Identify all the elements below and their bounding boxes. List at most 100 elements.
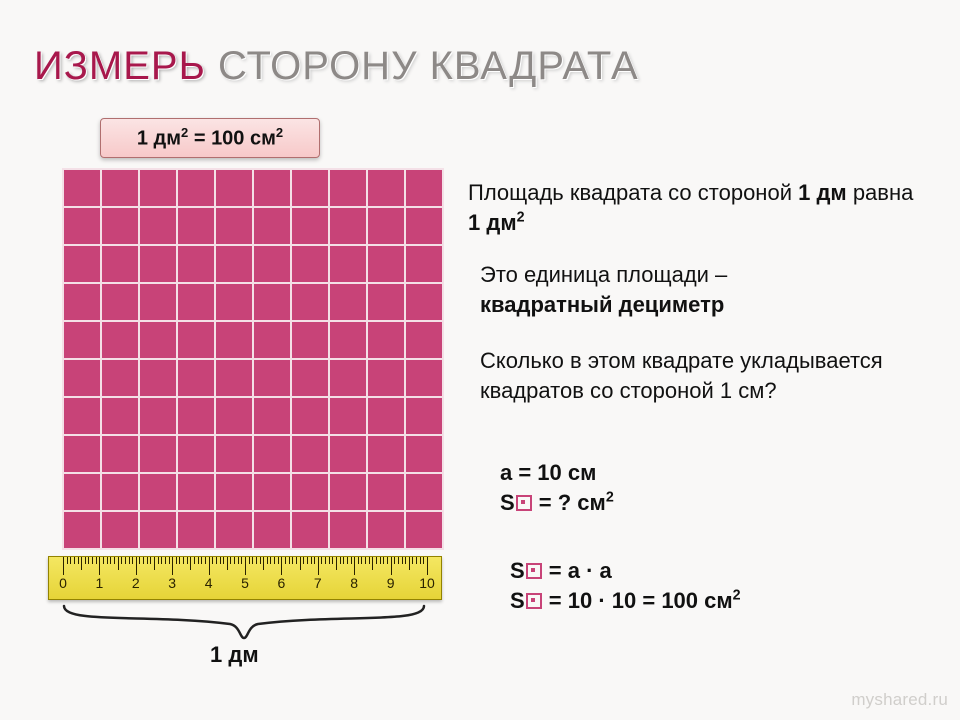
grid-cell <box>178 170 214 206</box>
ruler-tick-minor <box>161 557 162 564</box>
grid-cell <box>330 474 366 510</box>
ruler-tick-minor <box>256 557 257 564</box>
ruler-tick-minor <box>383 557 384 564</box>
grid-cell <box>102 246 138 282</box>
ruler-tick-minor <box>249 557 250 564</box>
grid-cell <box>330 436 366 472</box>
grid-cell <box>406 360 442 396</box>
grid-cell <box>178 208 214 244</box>
ruler-number: 8 <box>350 575 358 591</box>
unit-conversion-badge: 1 дм2 = 100 см2 <box>100 118 320 158</box>
grid-cell <box>330 512 366 548</box>
grid-cell <box>64 436 100 472</box>
ruler-tick-minor <box>183 557 184 564</box>
grid-cell <box>64 322 100 358</box>
ruler-tick-minor <box>416 557 417 564</box>
ruler-tick-minor <box>223 557 224 564</box>
ruler-tick-minor <box>296 557 297 564</box>
ruler-tick-minor <box>129 557 130 564</box>
grid-cell <box>64 246 100 282</box>
grid-cell <box>368 398 404 434</box>
ruler-tick-minor <box>234 557 235 564</box>
grid-cell <box>216 170 252 206</box>
grid-cell <box>216 474 252 510</box>
ruler-tick-half <box>263 557 264 570</box>
ruler-tick-major <box>427 557 428 575</box>
ruler-tick-half <box>336 557 337 570</box>
grid-cell <box>64 398 100 434</box>
p5-power: 2 <box>733 587 741 603</box>
badge-rhs: 100 см <box>211 128 276 150</box>
grid-cell <box>292 398 328 434</box>
brace-label: 1 дм <box>210 642 259 668</box>
ruler-tick-minor <box>114 557 115 564</box>
p1-part1: Площадь квадрата со стороной <box>468 180 798 205</box>
ruler-tick-minor <box>88 557 89 564</box>
grid-cell <box>254 474 290 510</box>
grid-cell <box>140 474 176 510</box>
grid-cell <box>292 246 328 282</box>
grid-cell <box>102 512 138 548</box>
ruler-number: 4 <box>205 575 213 591</box>
ruler-tick-minor <box>376 557 377 564</box>
ruler-tick-minor <box>143 557 144 564</box>
ruler-tick-minor <box>252 557 253 564</box>
ruler-number: 3 <box>168 575 176 591</box>
ruler-tick-major <box>209 557 210 575</box>
grid-cell <box>254 170 290 206</box>
ruler-tick-major <box>281 557 282 575</box>
grid-cell <box>292 284 328 320</box>
ruler-tick-minor <box>176 557 177 564</box>
ruler-tick-minor <box>278 557 279 564</box>
ruler-tick-minor <box>132 557 133 564</box>
p1-bold1: 1 дм <box>798 180 847 205</box>
grid-cell <box>64 208 100 244</box>
ruler-tick-half <box>409 557 410 570</box>
p4-line2a: S <box>500 490 515 515</box>
p5-line2a: S <box>510 588 525 613</box>
ruler-tick-major <box>318 557 319 575</box>
grid-cell <box>406 208 442 244</box>
ruler-tick-half <box>300 557 301 570</box>
grid-cell <box>292 208 328 244</box>
ruler-tick-minor <box>230 557 231 564</box>
ruler-tick-minor <box>303 557 304 564</box>
decimetre-square <box>62 168 444 550</box>
ruler-tick-minor <box>150 557 151 564</box>
ruler-number: 9 <box>387 575 395 591</box>
ruler-tick-minor <box>139 557 140 564</box>
ruler-tick-minor <box>107 557 108 564</box>
ruler-tick-minor <box>289 557 290 564</box>
grid-cell <box>292 512 328 548</box>
grid-cell <box>102 474 138 510</box>
square-icon <box>526 563 542 579</box>
grid-cell <box>140 246 176 282</box>
grid-cell <box>178 360 214 396</box>
ruler-tick-major <box>136 557 137 575</box>
ruler-tick-minor <box>321 557 322 564</box>
grid-cell <box>254 208 290 244</box>
square-icon <box>516 495 532 511</box>
grid-cell <box>292 474 328 510</box>
grid-cell <box>254 436 290 472</box>
grid-cell <box>216 512 252 548</box>
ruler-tick-minor <box>311 557 312 564</box>
paragraph-given: а = 10 см S = ? см2 <box>500 458 900 517</box>
ruler-tick-minor <box>405 557 406 564</box>
grid-cell <box>292 170 328 206</box>
ruler-tick-minor <box>78 557 79 564</box>
grid-cell <box>64 512 100 548</box>
p1-part2: равна <box>847 180 914 205</box>
grid-cell <box>216 284 252 320</box>
ruler-tick-major <box>391 557 392 575</box>
badge-lhs: 1 дм <box>137 128 181 150</box>
grid-cell <box>140 170 176 206</box>
grid-cell <box>216 322 252 358</box>
ruler-tick-minor <box>307 557 308 564</box>
badge-rhs-power: 2 <box>276 125 283 140</box>
p2-bold: квадратный дециметр <box>480 292 724 317</box>
paragraph-square-area: Площадь квадрата со стороной 1 дм равна … <box>468 178 918 237</box>
ruler-tick-minor <box>314 557 315 564</box>
p1-power: 2 <box>517 209 525 225</box>
grid-cell <box>140 360 176 396</box>
